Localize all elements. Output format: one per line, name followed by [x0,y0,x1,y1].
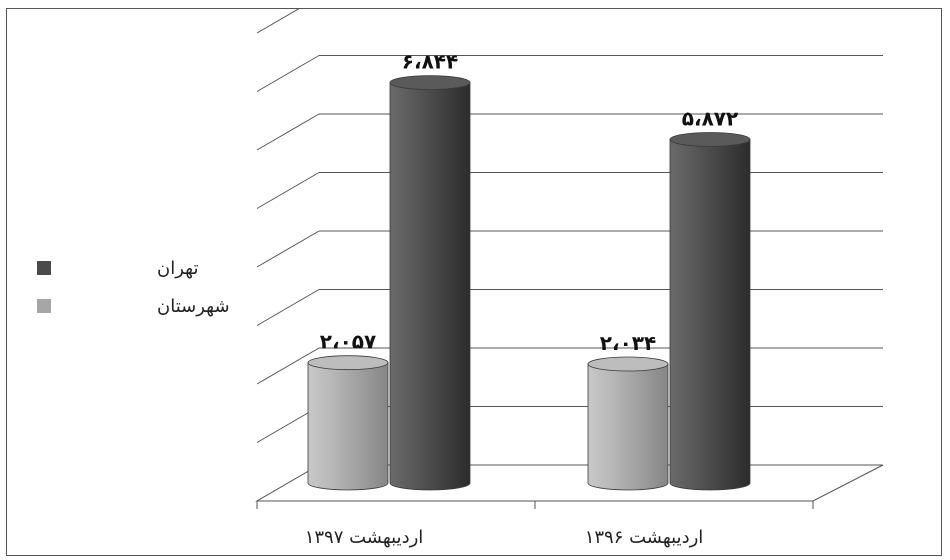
bar [669,132,751,491]
gridline-depth [256,172,320,209]
bar [587,356,669,491]
data-label: ۶،۸۴۴ [402,50,458,74]
legend-label: شهرستان [157,296,230,317]
bar-top [307,355,389,371]
data-labels: ۲،۰۵۷ ۲،۰۳۴ ۶،۸۴۴ ۵،۸۷۲ [320,50,738,355]
category-labels: اردیبهشت ۱۳۹۷ اردیبهشت ۱۳۹۶ [305,527,704,548]
gridline-depth [256,55,320,92]
category-label: اردیبهشت ۱۳۹۶ [585,527,704,548]
category-label: اردیبهشت ۱۳۹۷ [305,527,424,548]
data-label: ۲،۰۳۴ [600,331,656,355]
bar-body [587,363,669,491]
chart-frame: ۲،۰۵۷ ۲،۰۳۴ ۶،۸۴۴ ۵،۸۷۲ اردیبهشت ۱۳۹۷ اردیبه… [6,8,942,556]
bar [307,355,389,491]
bar-body [307,362,389,491]
bars [307,75,751,491]
legend-item: شهرستان [37,296,230,317]
bar-body [389,82,471,491]
legend-item: تهران [37,258,198,279]
bar-top [389,75,471,91]
gridline-depth [256,113,320,151]
data-label: ۲،۰۵۷ [320,330,376,354]
legend-swatch [37,261,51,275]
gridline-depth [256,289,320,326]
bar-body [669,139,751,491]
legend-label: تهران [157,258,198,279]
bar-top [587,356,669,372]
legend: تهران شهرستان [37,258,230,317]
gridline-depth [256,9,300,34]
gridline-depth [256,347,320,385]
bar [389,75,471,491]
bar-top [669,132,751,147]
data-label: ۵،۸۷۲ [682,106,738,130]
gridline-depth [256,230,320,268]
legend-swatch [37,299,51,313]
